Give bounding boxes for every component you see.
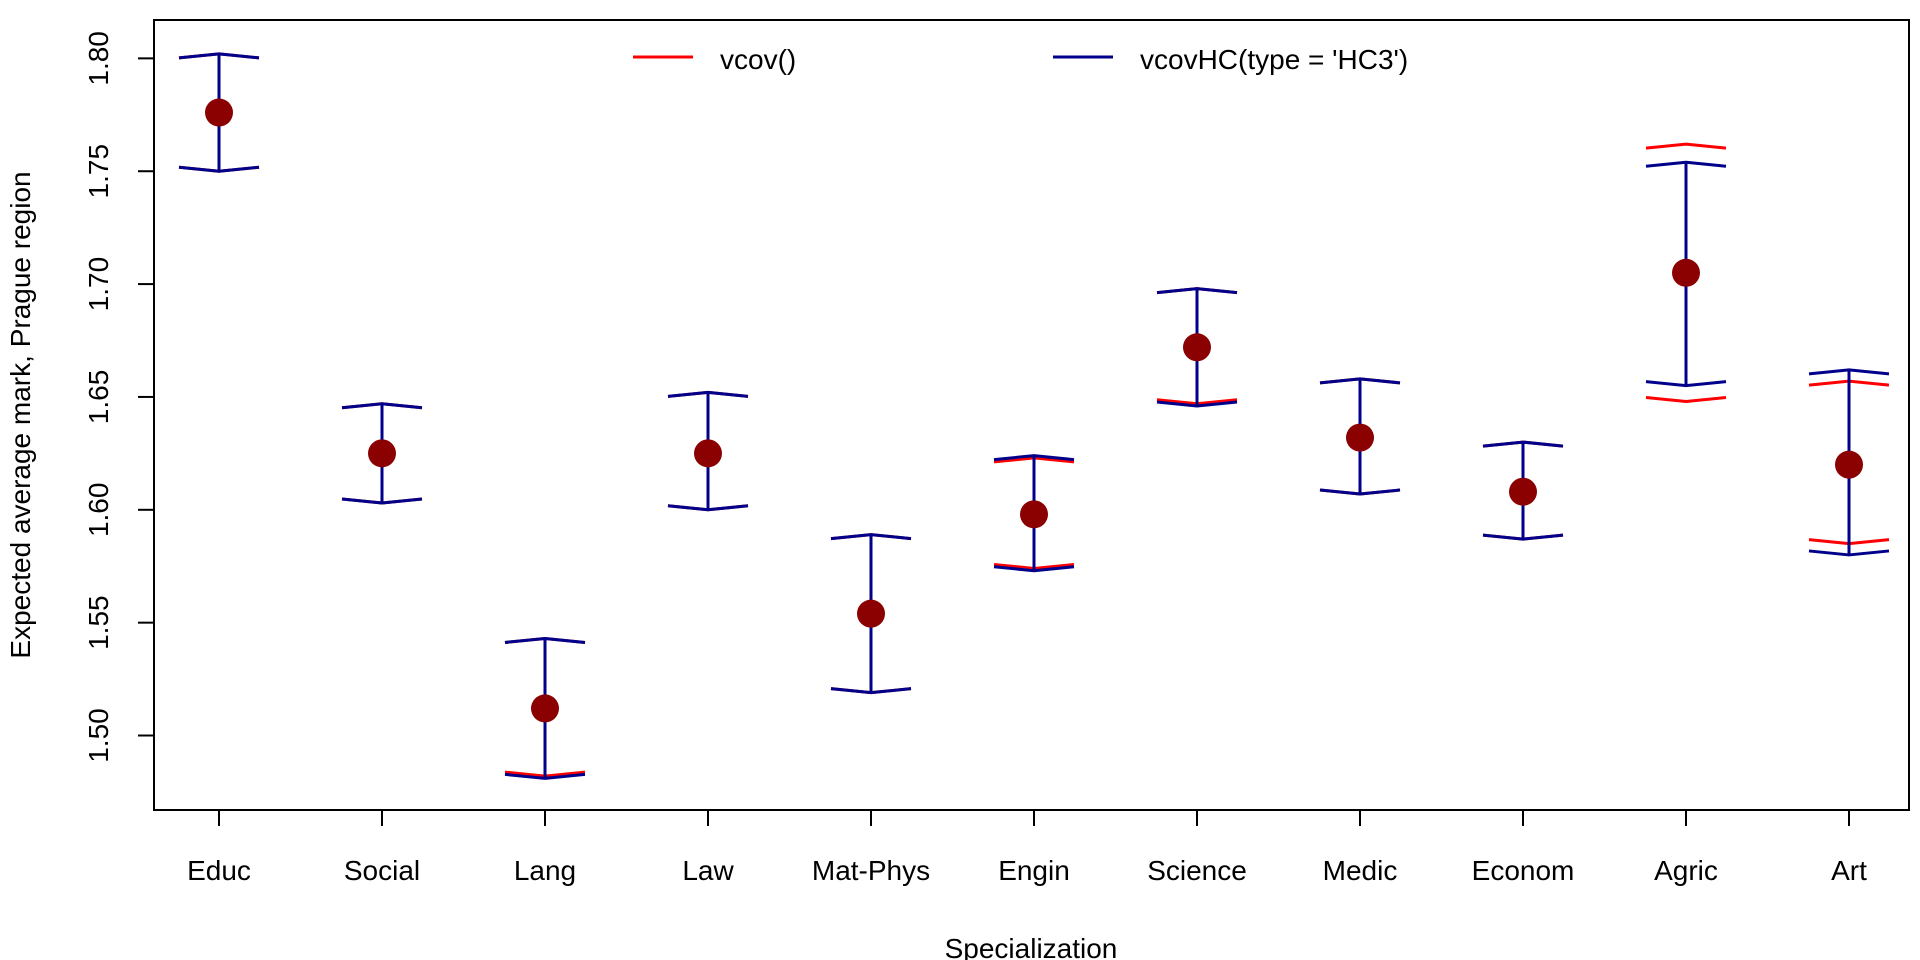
ci-lower-cap <box>1482 533 1564 541</box>
plot-frame <box>153 19 1910 811</box>
x-tick-label: Agric <box>1654 855 1718 886</box>
x-axis-title: Specialization <box>945 933 1118 960</box>
y-tick-label: 1.70 <box>83 257 114 312</box>
ci-lower-cap <box>1808 549 1890 557</box>
ci-lower-cap <box>830 687 912 695</box>
ci-lower-cap <box>1645 395 1727 403</box>
ci-upper-cap <box>667 390 749 398</box>
point-layer <box>205 98 1863 723</box>
ci-lower-cap <box>1156 400 1238 408</box>
ci-upper-cap <box>1808 368 1890 376</box>
ci-series-0 <box>178 52 1890 778</box>
x-tick-label: Econom <box>1472 855 1575 886</box>
ci-lower-cap <box>667 504 749 512</box>
ci-lower-cap <box>1319 488 1401 496</box>
ci-upper-cap <box>993 454 1075 462</box>
y-axis-title: Expected average mark, Prague region <box>5 171 36 658</box>
ci-upper-cap <box>1645 142 1727 150</box>
estimate-point <box>1672 258 1700 287</box>
x-tick-label: Law <box>682 855 734 886</box>
estimate-point <box>1346 423 1374 452</box>
ci-upper-cap <box>178 52 260 60</box>
estimate-point <box>1020 500 1048 529</box>
y-tick-label: 1.50 <box>83 708 114 763</box>
x-tick-label: Mat-Phys <box>812 855 930 886</box>
estimate-point <box>1183 333 1211 362</box>
ci-upper-cap <box>341 402 423 410</box>
ci-upper-cap <box>1156 287 1238 295</box>
x-tick-label: Science <box>1147 855 1247 886</box>
legend-label-vcovhc: vcovHC(type = 'HC3') <box>1140 44 1408 75</box>
estimate-point <box>857 599 885 628</box>
ci-layer <box>178 52 1890 780</box>
estimate-point <box>531 694 559 723</box>
ci-upper-cap <box>504 636 586 644</box>
x-tick-label: Engin <box>998 855 1070 886</box>
ci-lower-cap <box>504 772 586 780</box>
estimate-point <box>205 98 233 127</box>
estimate-point <box>1835 450 1863 479</box>
ci-upper-cap <box>1319 377 1401 385</box>
x-tick-label: Art <box>1831 855 1867 886</box>
x-tick-label: Medic <box>1323 855 1398 886</box>
x-tick-label: Educ <box>187 855 251 886</box>
estimate-point <box>368 439 396 468</box>
ci-lower-cap <box>993 565 1075 573</box>
ci-upper-cap <box>1482 440 1564 448</box>
y-tick-label: 1.60 <box>83 483 114 538</box>
ci-lower-cap <box>178 165 260 173</box>
legend-label-vcov: vcov() <box>720 44 796 75</box>
ci-lower-cap <box>341 497 423 505</box>
ci-series-1 <box>178 52 1890 780</box>
y-tick-label: 1.75 <box>83 144 114 199</box>
ci-upper-cap <box>1645 160 1727 168</box>
y-tick-label: 1.65 <box>83 370 114 425</box>
ci-upper-cap <box>830 533 912 541</box>
y-tick-label: 1.55 <box>83 595 114 650</box>
x-axis: Educ Social Lang Law Mat-Phys Engin Science Med… <box>187 809 1867 886</box>
legend: vcov() vcovHC(type = 'HC3') <box>633 44 1408 75</box>
ci-lower-cap <box>1645 380 1727 388</box>
estimate-point <box>1509 477 1537 506</box>
y-axis: 1.50 1.55 1.60 1.65 1.70 1.75 1.80 <box>83 31 155 763</box>
x-tick-label: Social <box>344 855 420 886</box>
x-tick-label: Lang <box>514 855 576 886</box>
y-tick-label: 1.80 <box>83 31 114 86</box>
estimate-point <box>694 439 722 468</box>
